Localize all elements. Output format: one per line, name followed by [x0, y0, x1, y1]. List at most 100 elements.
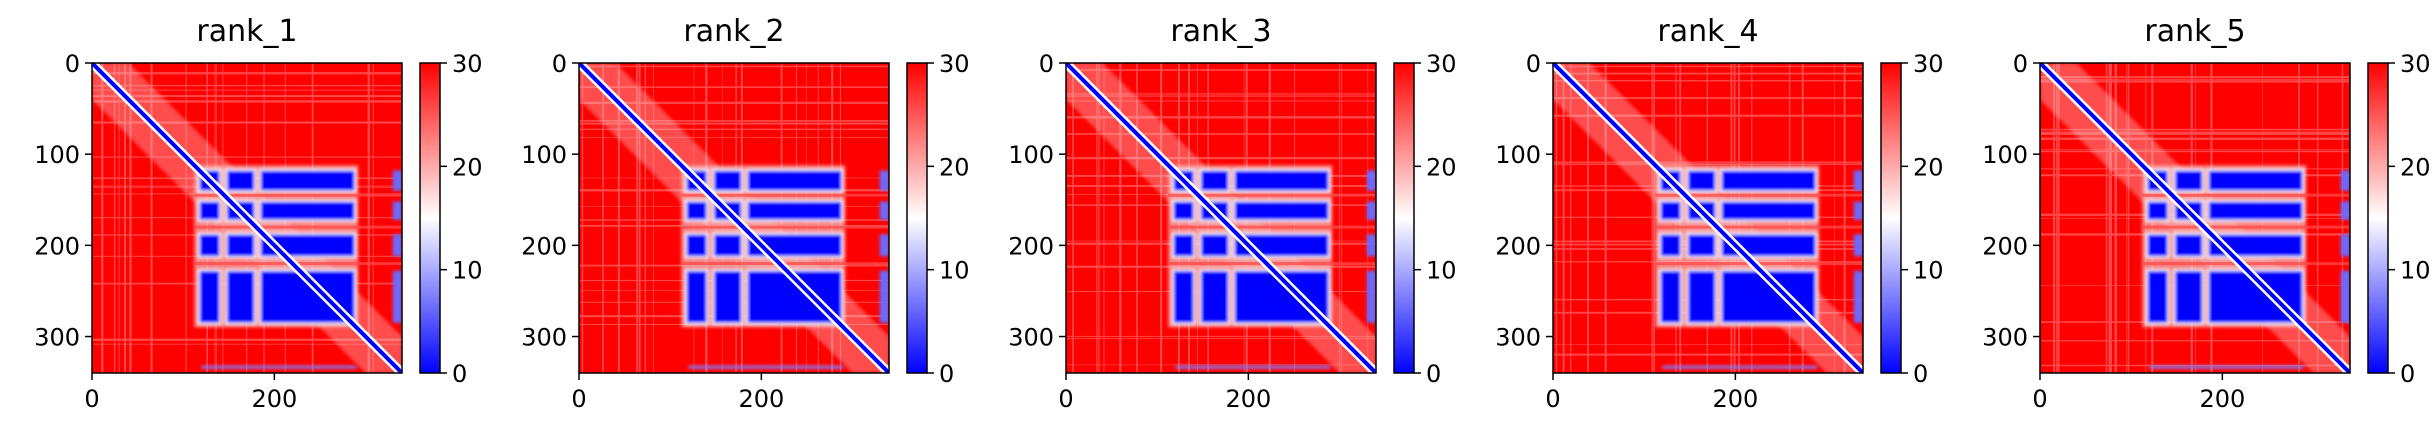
heatmap-streak-v [2109, 63, 2111, 373]
heatmap-svg: 0 100 200 300 0 200 0 10 20 30 [487, 0, 974, 438]
heatmap-streak-h [92, 157, 402, 158]
edge-block [1367, 171, 1376, 191]
heatmap-svg: 0 100 200 300 0 200 0 10 20 30 [0, 0, 487, 438]
heatmap-streak-h [1553, 344, 1863, 345]
block-cell [1688, 171, 1715, 191]
x-tick-label: 200 [738, 385, 784, 413]
y-tick-label: 200 [1982, 232, 2028, 260]
heatmap-streak-v [636, 63, 638, 373]
panel-title: rank_4 [1553, 14, 1863, 49]
block-cell [2148, 202, 2168, 220]
heatmap-area [579, 63, 889, 373]
heatmap-panel-rank-4: rank_4 0 100 200 300 0 200 0 10 20 30 [1461, 0, 1948, 438]
heatmap-streak-h [1066, 336, 1376, 337]
heatmap-streak-v [1103, 63, 1104, 373]
x-tick-label: 200 [1225, 385, 1271, 413]
y-tick-label: 100 [1982, 141, 2028, 169]
heatmap-streak-h [579, 129, 889, 130]
x-tick-label: 0 [1058, 385, 1073, 413]
block-cell [1722, 202, 1816, 220]
separator-line [194, 226, 402, 229]
heatmap-streak-h [579, 123, 889, 125]
heatmap-streak-h [1066, 157, 1376, 159]
heatmap-streak-v [150, 63, 152, 373]
block-cell [1688, 271, 1715, 323]
heatmap-streak-v [2053, 63, 2055, 373]
colorbar [1881, 63, 1901, 373]
heatmap-streak-v [2106, 63, 2108, 373]
heatmap-panel-rank-2: rank_2 0 100 200 300 0 200 0 10 20 30 [487, 0, 974, 438]
edge-block [393, 234, 402, 256]
heatmap-streak-h [2040, 129, 2350, 131]
y-tick-label: 100 [34, 141, 80, 169]
heatmap-streak-h [579, 120, 889, 122]
block-cell [2175, 271, 2202, 323]
heatmap-streak-v [582, 63, 583, 373]
block-cell [261, 202, 355, 220]
colorbar-tick-label: 20 [452, 153, 483, 181]
edge-block [1854, 171, 1863, 191]
heatmap-streak-v [1136, 63, 1138, 373]
edge-block [393, 271, 402, 323]
panel-title: rank_2 [579, 14, 889, 49]
y-tick-label: 200 [1008, 232, 1054, 260]
colorbar-tick-label: 30 [452, 50, 483, 78]
heatmap-streak-h [2040, 149, 2350, 150]
heatmap-panel-rank-3: rank_3 0 100 200 300 0 200 0 10 20 30 [974, 0, 1461, 438]
block-cell [1661, 202, 1681, 220]
heatmap-streak-v [2126, 63, 2127, 373]
block-cell [714, 234, 741, 256]
colorbar-tick-label: 10 [452, 257, 483, 285]
heatmap-streak-h [1553, 80, 1863, 81]
bottom-streak [1662, 366, 1817, 369]
heatmap-streak-v [1098, 63, 1099, 373]
block-cell [1235, 171, 1329, 191]
block-cell [714, 171, 741, 191]
colorbar-tick-label: 0 [1426, 360, 1441, 388]
heatmap-streak-h [1066, 69, 1376, 71]
heatmap-streak-v [2128, 63, 2130, 373]
block-cell [2209, 202, 2303, 220]
x-tick-label: 0 [84, 385, 99, 413]
heatmap-streak-v [1160, 63, 1162, 373]
colorbar [420, 63, 440, 373]
heatmap-streak-h [1553, 354, 1863, 356]
heatmap-streak-v [639, 63, 641, 373]
edge-block [2341, 171, 2350, 191]
heatmap-streak-v [2056, 63, 2057, 373]
heatmap-streak-h [1553, 163, 1863, 165]
heatmap-streak-h [1553, 161, 1863, 162]
y-tick-label: 0 [2013, 50, 2028, 78]
x-tick-label: 0 [1545, 385, 1560, 413]
edge-block [393, 202, 402, 220]
heatmap-streak-v [1341, 63, 1342, 373]
edge-block [880, 202, 889, 220]
block-cell [1688, 234, 1715, 256]
edge-block [393, 171, 402, 191]
edge-block [2341, 202, 2350, 220]
block-cell [200, 271, 220, 323]
heatmap-streak-h [1553, 73, 1863, 75]
y-tick-label: 0 [552, 50, 567, 78]
heatmap-streak-h [92, 95, 402, 97]
x-tick-label: 0 [2032, 385, 2047, 413]
colorbar [907, 63, 927, 373]
colorbar-tick-label: 20 [1426, 153, 1457, 181]
heatmap-streak-v [1834, 63, 1835, 373]
heatmap-streak-h [1066, 100, 1376, 101]
block-cell [1174, 271, 1194, 323]
colorbar-tick-label: 10 [1913, 257, 1944, 285]
heatmap-streak-v [2115, 63, 2117, 373]
block-cell [261, 171, 355, 191]
heatmap-area [1066, 63, 1376, 373]
bottom-streak [688, 366, 843, 369]
heatmap-streak-v [1570, 63, 1571, 373]
y-tick-label: 0 [1526, 50, 1541, 78]
edge-block [1854, 271, 1863, 323]
block-cell [200, 202, 220, 220]
heatmap-streak-v [1653, 63, 1655, 373]
y-tick-label: 300 [34, 324, 80, 352]
block-cell [748, 202, 842, 220]
heatmap-streak-v [1587, 63, 1589, 373]
heatmap-streak-h [579, 86, 889, 88]
